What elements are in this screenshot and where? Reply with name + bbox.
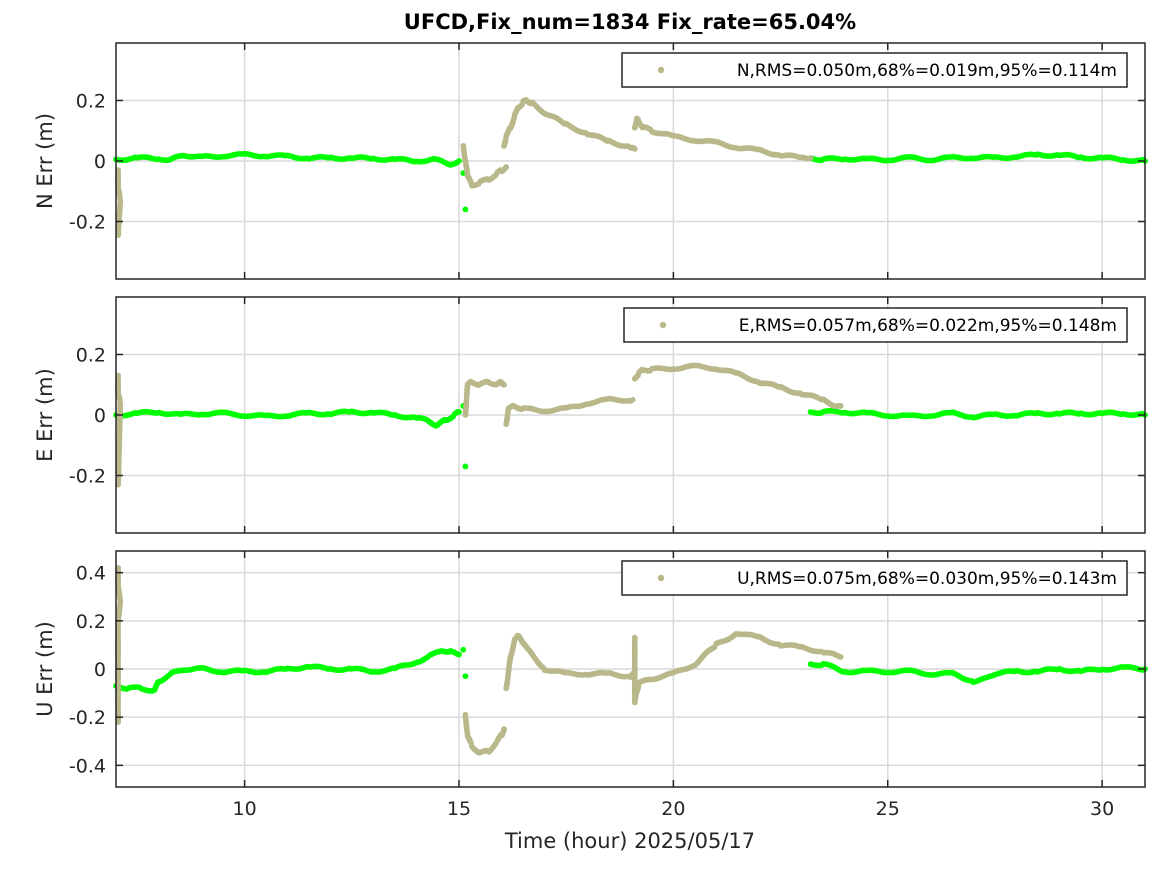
x-axis-label: Time (hour) 2025/05/17 (504, 829, 755, 853)
panel-e-float-point-159 (629, 396, 636, 403)
panel-n-ytick-label-0: -0.2 (69, 212, 106, 234)
panel-u-fix-point-172 (460, 646, 467, 653)
panel-e-float-point-90 (501, 381, 507, 388)
x-tick-label-3: 25 (876, 798, 900, 820)
panel-u-fix-point-170 (456, 651, 462, 658)
panel-u-legend-marker (657, 574, 665, 582)
panel-n-legend-marker (657, 66, 665, 74)
panel-n-legend-text: N,RMS=0.050m,68%=0.019m,95%=0.114m (737, 61, 1117, 81)
panel-n-float-point-159 (631, 145, 638, 152)
panel-u: -0.4 -0.2 0 0.2 0.4 U Err (m) U,RMS=0.075m,6… (33, 550, 1148, 788)
panel-e-ytick-label-0: -0.2 (69, 466, 106, 488)
panel-u-ticks: -0.4 -0.2 0 0.2 0.4 (69, 551, 1145, 787)
panel-n-float-point-251 (807, 155, 814, 161)
panel-e: -0.2 0 0.2 E Err (m) E,RMS=0.057m,68%=0.02… (33, 296, 1148, 534)
panel-n-ytick-label-2: 0.2 (76, 90, 106, 112)
x-tick-labels: 10 15 20 25 30 (233, 798, 1115, 820)
panel-u-float-point-112 (501, 726, 507, 733)
panel-n-ytick-label-1: 0 (94, 151, 106, 173)
x-tick-label-2: 20 (661, 798, 685, 820)
panel-e-fix-point-166 (462, 463, 469, 470)
panel-e-fix-point-165 (456, 409, 462, 415)
panel-e-ytick-label-1: 0 (94, 405, 106, 427)
panel-u-ytick-label-4: 0.4 (76, 563, 106, 585)
panel-e-legend-marker (659, 321, 667, 329)
x-tick-label-0: 10 (233, 798, 257, 820)
panel-n-fix-point-164 (462, 206, 469, 213)
panel-n-fix-point-163 (456, 158, 462, 164)
panel-u-legend: U,RMS=0.075m,68%=0.030m,95%=0.143m (621, 560, 1128, 596)
panel-e-float-point-265 (837, 403, 844, 409)
panel-e-legend-text: E,RMS=0.057m,68%=0.022m,95%=0.148m (739, 316, 1117, 336)
panel-n-legend-box (621, 52, 1128, 88)
panel-u-legend-text: U,RMS=0.075m,68%=0.030m,95%=0.143m (737, 569, 1117, 589)
panel-u-points (113, 565, 1148, 756)
panel-u-legend-box (621, 560, 1128, 596)
x-tick-label-1: 15 (447, 798, 471, 820)
panel-e-legend-box (623, 307, 1128, 343)
panel-e-ticks: -0.2 0 0.2 (69, 297, 1145, 533)
x-tick-label-4: 30 (1090, 798, 1114, 820)
panel-u-ylabel: U Err (m) (33, 621, 57, 717)
panel-n-points (113, 97, 1148, 239)
panel-n-ticks: -0.2 0 0.2 (69, 43, 1145, 279)
panel-n-legend: N,RMS=0.050m,68%=0.019m,95%=0.114m (621, 52, 1128, 88)
panel-e-legend: E,RMS=0.057m,68%=0.022m,95%=0.148m (623, 307, 1128, 343)
panel-n: -0.2 0 0.2 N Err (m) N,RMS=0.050m,68%=0.01… (33, 42, 1148, 280)
panel-u-float-point-346 (837, 654, 844, 660)
chart-title: UFCD,Fix_num=1834 Fix_rate=65.04% (404, 10, 856, 34)
panel-u-fix-point-171 (462, 673, 469, 680)
panel-e-ytick-label-2: 0.2 (76, 344, 106, 366)
panel-u-ytick-label-2: 0 (94, 659, 106, 681)
panel-n-float-point-72 (503, 164, 510, 170)
panel-u-ytick-label-1: -0.2 (69, 707, 106, 729)
panel-e-ylabel: E Err (m) (33, 368, 57, 462)
panel-n-ylabel: N Err (m) (33, 113, 57, 209)
panel-u-ytick-label-0: -0.4 (69, 755, 106, 777)
panel-u-ytick-label-3: 0.2 (76, 611, 106, 633)
